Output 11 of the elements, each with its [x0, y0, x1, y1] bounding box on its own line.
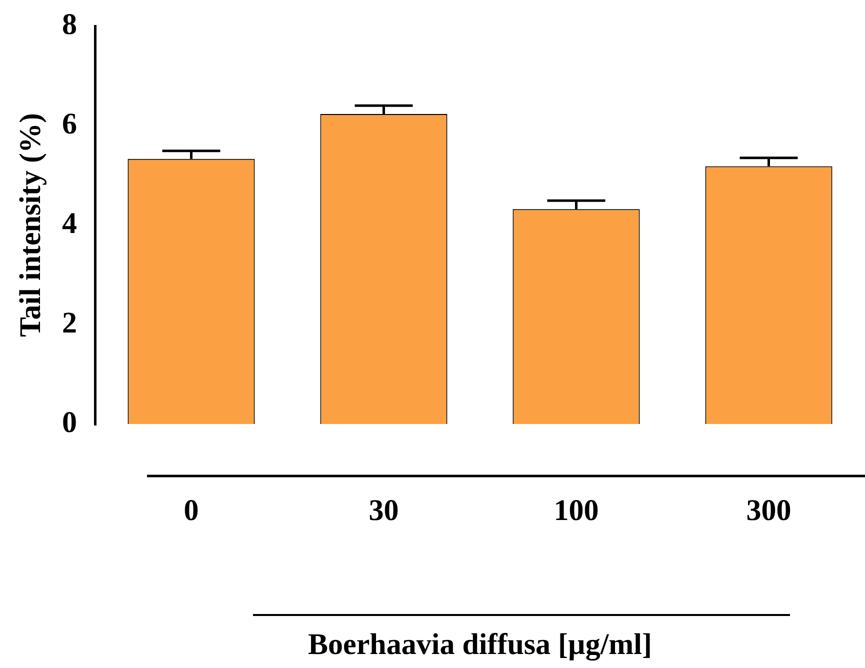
y-tick-label: 8	[62, 8, 77, 41]
y-axis-title: Tail intensity (%)	[14, 113, 47, 337]
y-tick-label: 6	[62, 107, 77, 140]
y-tick-label: 2	[62, 306, 77, 340]
x-tick-label: 100	[554, 494, 599, 527]
x-tick-label: 0	[184, 494, 199, 527]
x-tick-label: 300	[746, 494, 792, 527]
y-tick-label: 4	[62, 206, 77, 240]
x-tick-label: 30	[368, 494, 399, 527]
y-tick-label: 0	[62, 406, 77, 439]
x-axis-title: Boerhaavia diffusa [µg/ml]	[308, 628, 652, 661]
